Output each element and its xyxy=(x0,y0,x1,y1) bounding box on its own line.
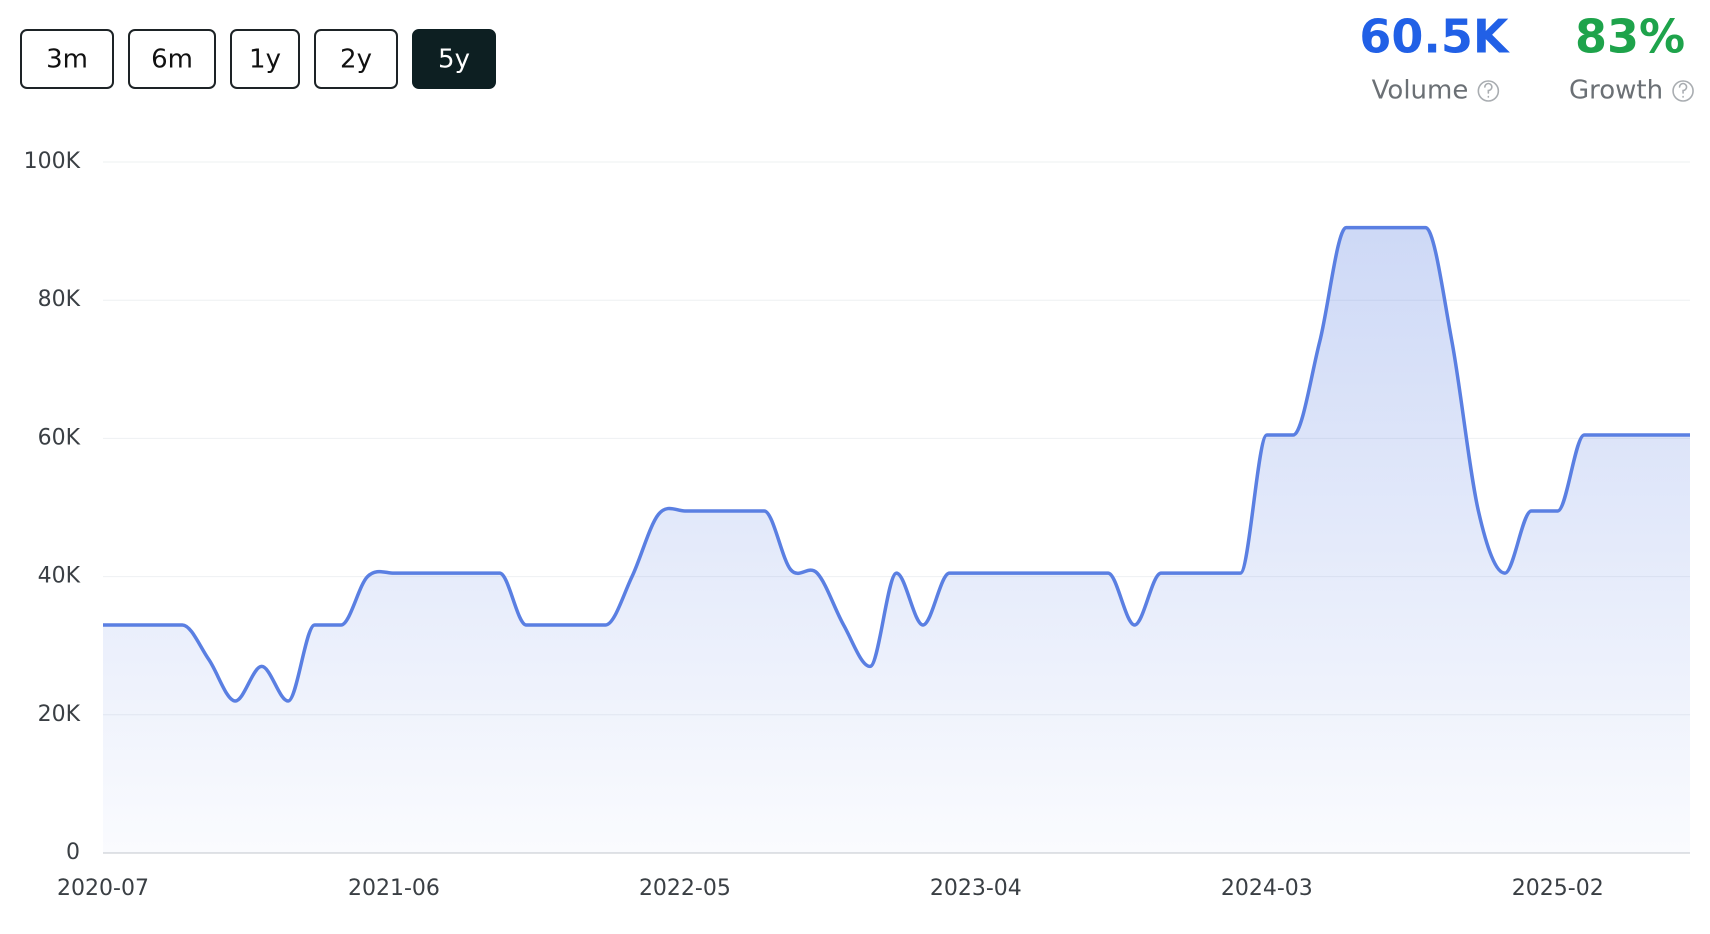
y-tick-label: 0 xyxy=(66,840,80,865)
button-frame xyxy=(230,29,300,89)
x-tick-label: 2023-04 xyxy=(930,876,1022,901)
area xyxy=(103,227,1690,853)
range-button[interactable]: 1y xyxy=(230,29,300,89)
help-icon[interactable] xyxy=(1672,80,1694,102)
y-tick-label: 100K xyxy=(24,149,81,174)
line xyxy=(102,225,1690,703)
range-button[interactable]: 5y xyxy=(412,29,496,89)
y-tick-label: 20K xyxy=(38,702,81,727)
y-tick-label: 60K xyxy=(38,425,81,450)
y-tick-label: 80K xyxy=(38,287,81,312)
button-label: 6m xyxy=(151,45,193,75)
button-frame xyxy=(412,29,496,89)
stat-label: Growth xyxy=(1569,76,1663,106)
x-tick-label: 2025-02 xyxy=(1512,876,1604,901)
stat-value: 60.5K xyxy=(1359,10,1510,64)
range-button[interactable]: 3m xyxy=(20,29,114,89)
button-label: 5y xyxy=(438,45,470,75)
stat-value: 83% xyxy=(1575,10,1685,64)
range-button[interactable]: 2y xyxy=(314,29,398,89)
x-tick-label: 2022-05 xyxy=(639,876,731,901)
help-glyph xyxy=(1484,82,1493,98)
x-tick-label: 2024-03 xyxy=(1221,876,1313,901)
help-icon[interactable] xyxy=(1477,80,1500,102)
stat-label: Volume xyxy=(1372,76,1469,106)
range-button[interactable]: 6m xyxy=(128,29,216,89)
button-label: 3m xyxy=(46,45,88,75)
y-tick-label: 40K xyxy=(38,564,81,589)
button-frame xyxy=(20,29,114,89)
button-frame xyxy=(128,29,216,89)
button-label: 2y xyxy=(340,45,372,75)
button-frame xyxy=(314,29,398,89)
help-glyph xyxy=(1678,82,1688,98)
x-tick-label: 2021-06 xyxy=(348,876,440,901)
button-label: 1y xyxy=(249,45,281,75)
x-tick-label: 2020-07 xyxy=(57,876,149,901)
